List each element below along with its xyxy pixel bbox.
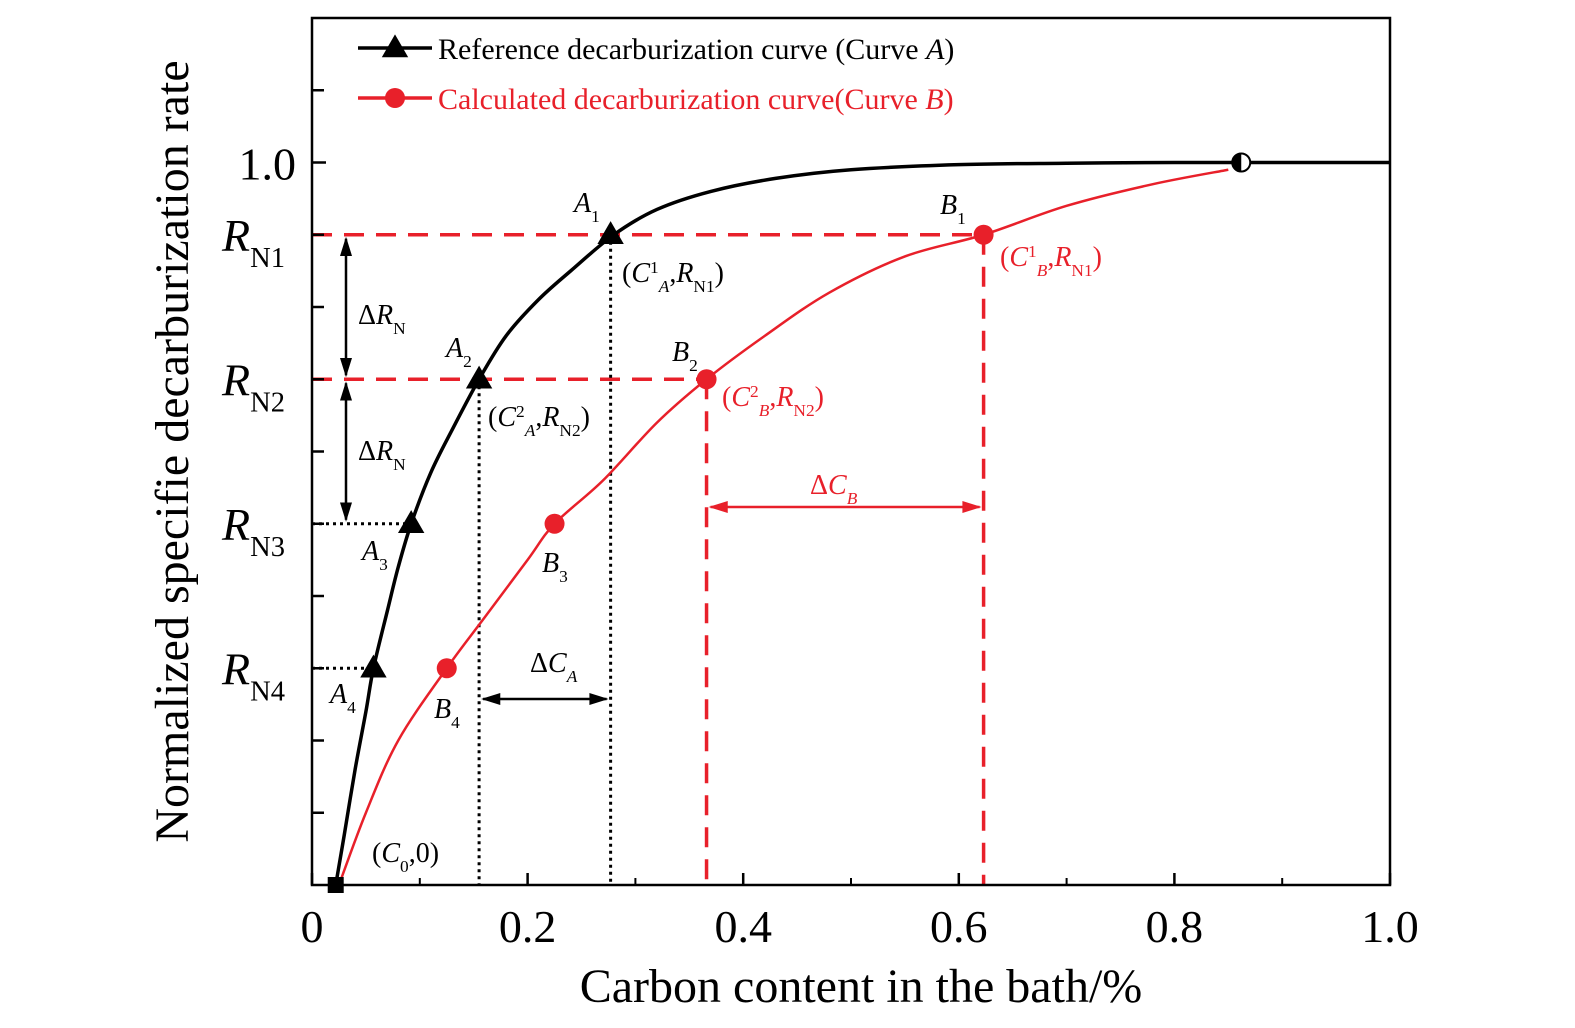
label-a2: A2 xyxy=(444,333,472,371)
delta-ca-label: ΔCA xyxy=(530,648,578,686)
coord-label-b2: (C2B,RN2) xyxy=(722,382,824,420)
markers-layer xyxy=(327,152,1252,893)
legend: Reference decarburization curve (Curve A… xyxy=(358,33,954,116)
label-b3: B3 xyxy=(542,548,568,586)
x-tick-label: 0 xyxy=(301,901,324,952)
delta-rn-arrowhead xyxy=(340,502,352,522)
y-tick-label: RN2 xyxy=(221,354,285,418)
marker-a1 xyxy=(597,221,624,244)
marker-a3 xyxy=(397,510,425,533)
x-tick-label: 0.6 xyxy=(930,901,988,952)
delta-ca-arrowhead xyxy=(481,693,501,705)
y-tick-label: RN3 xyxy=(221,499,285,563)
coord-label-a1: (C1A,RN1) xyxy=(622,258,724,296)
marker-b3 xyxy=(544,513,565,534)
delta-cb-arrowhead xyxy=(708,501,728,513)
marker-a4 xyxy=(360,654,387,678)
axes-layer: 0 0.2 0.4 0.6 0.8 1.0 1.0 RN1 RN2 RN3 RN4 Carbon co… xyxy=(146,16,1419,1013)
y-tick-label: RN1 xyxy=(221,210,285,274)
delta-rn-arrowhead xyxy=(340,358,352,378)
label-a3: A3 xyxy=(360,536,388,574)
label-b1: B1 xyxy=(940,190,966,228)
meeting-point-half xyxy=(1232,153,1242,172)
coord-label-b1: (C1B,RN1) xyxy=(1000,242,1102,280)
y-axis-label: Normalized specifie decarburization rate xyxy=(146,60,199,842)
start-point-label: (C0,0) xyxy=(372,838,439,876)
labels-layer: A1 A2 A3 A4 B1 B2 B3 B4 (C0,0) (C1A,RN1) (C2A,RN2)… xyxy=(328,188,1102,876)
legend-marker-triangle xyxy=(381,34,409,58)
y-tick-label: 1.0 xyxy=(239,139,297,190)
guide-lines-layer xyxy=(312,233,986,885)
x-tick-label: 0.8 xyxy=(1146,901,1204,952)
x-tick-label: 0.2 xyxy=(499,901,557,952)
delta-rn-label: ΔRN xyxy=(358,436,406,474)
legend-label-2: Calculated decarburization curve(Curve B… xyxy=(438,83,954,116)
plot-frame xyxy=(310,16,1392,887)
label-a4: A4 xyxy=(328,679,356,717)
coord-label-a2: (C2A,RN2) xyxy=(488,402,590,440)
y-tick-label: RN4 xyxy=(221,643,285,707)
x-tick-label: 1.0 xyxy=(1361,901,1419,952)
x-tick-label: 0.4 xyxy=(714,901,772,952)
x-axis-label: Carbon content in the bath/% xyxy=(580,960,1143,1013)
delta-rn-label: ΔRN xyxy=(358,300,406,338)
delta-rn-arrowhead xyxy=(340,236,352,256)
delta-cb-arrowhead xyxy=(962,501,982,513)
curve-a-line xyxy=(333,160,1390,886)
marker-b4 xyxy=(436,658,457,679)
delta-ca-arrowhead xyxy=(589,693,609,705)
label-a1: A1 xyxy=(572,188,600,226)
delta-rn-arrowhead xyxy=(340,381,352,401)
legend-label-1: Reference decarburization curve (Curve A… xyxy=(438,33,954,66)
label-b2: B2 xyxy=(672,337,698,375)
marker-b1 xyxy=(973,224,994,245)
curve-b-line xyxy=(337,168,1229,886)
delta-cb-label: ΔCB xyxy=(810,470,858,508)
marker-b2 xyxy=(696,369,717,390)
marker-a2 xyxy=(465,365,493,389)
legend-marker-circle xyxy=(385,88,405,108)
series-layer xyxy=(333,160,1390,886)
label-b4: B4 xyxy=(434,694,460,732)
